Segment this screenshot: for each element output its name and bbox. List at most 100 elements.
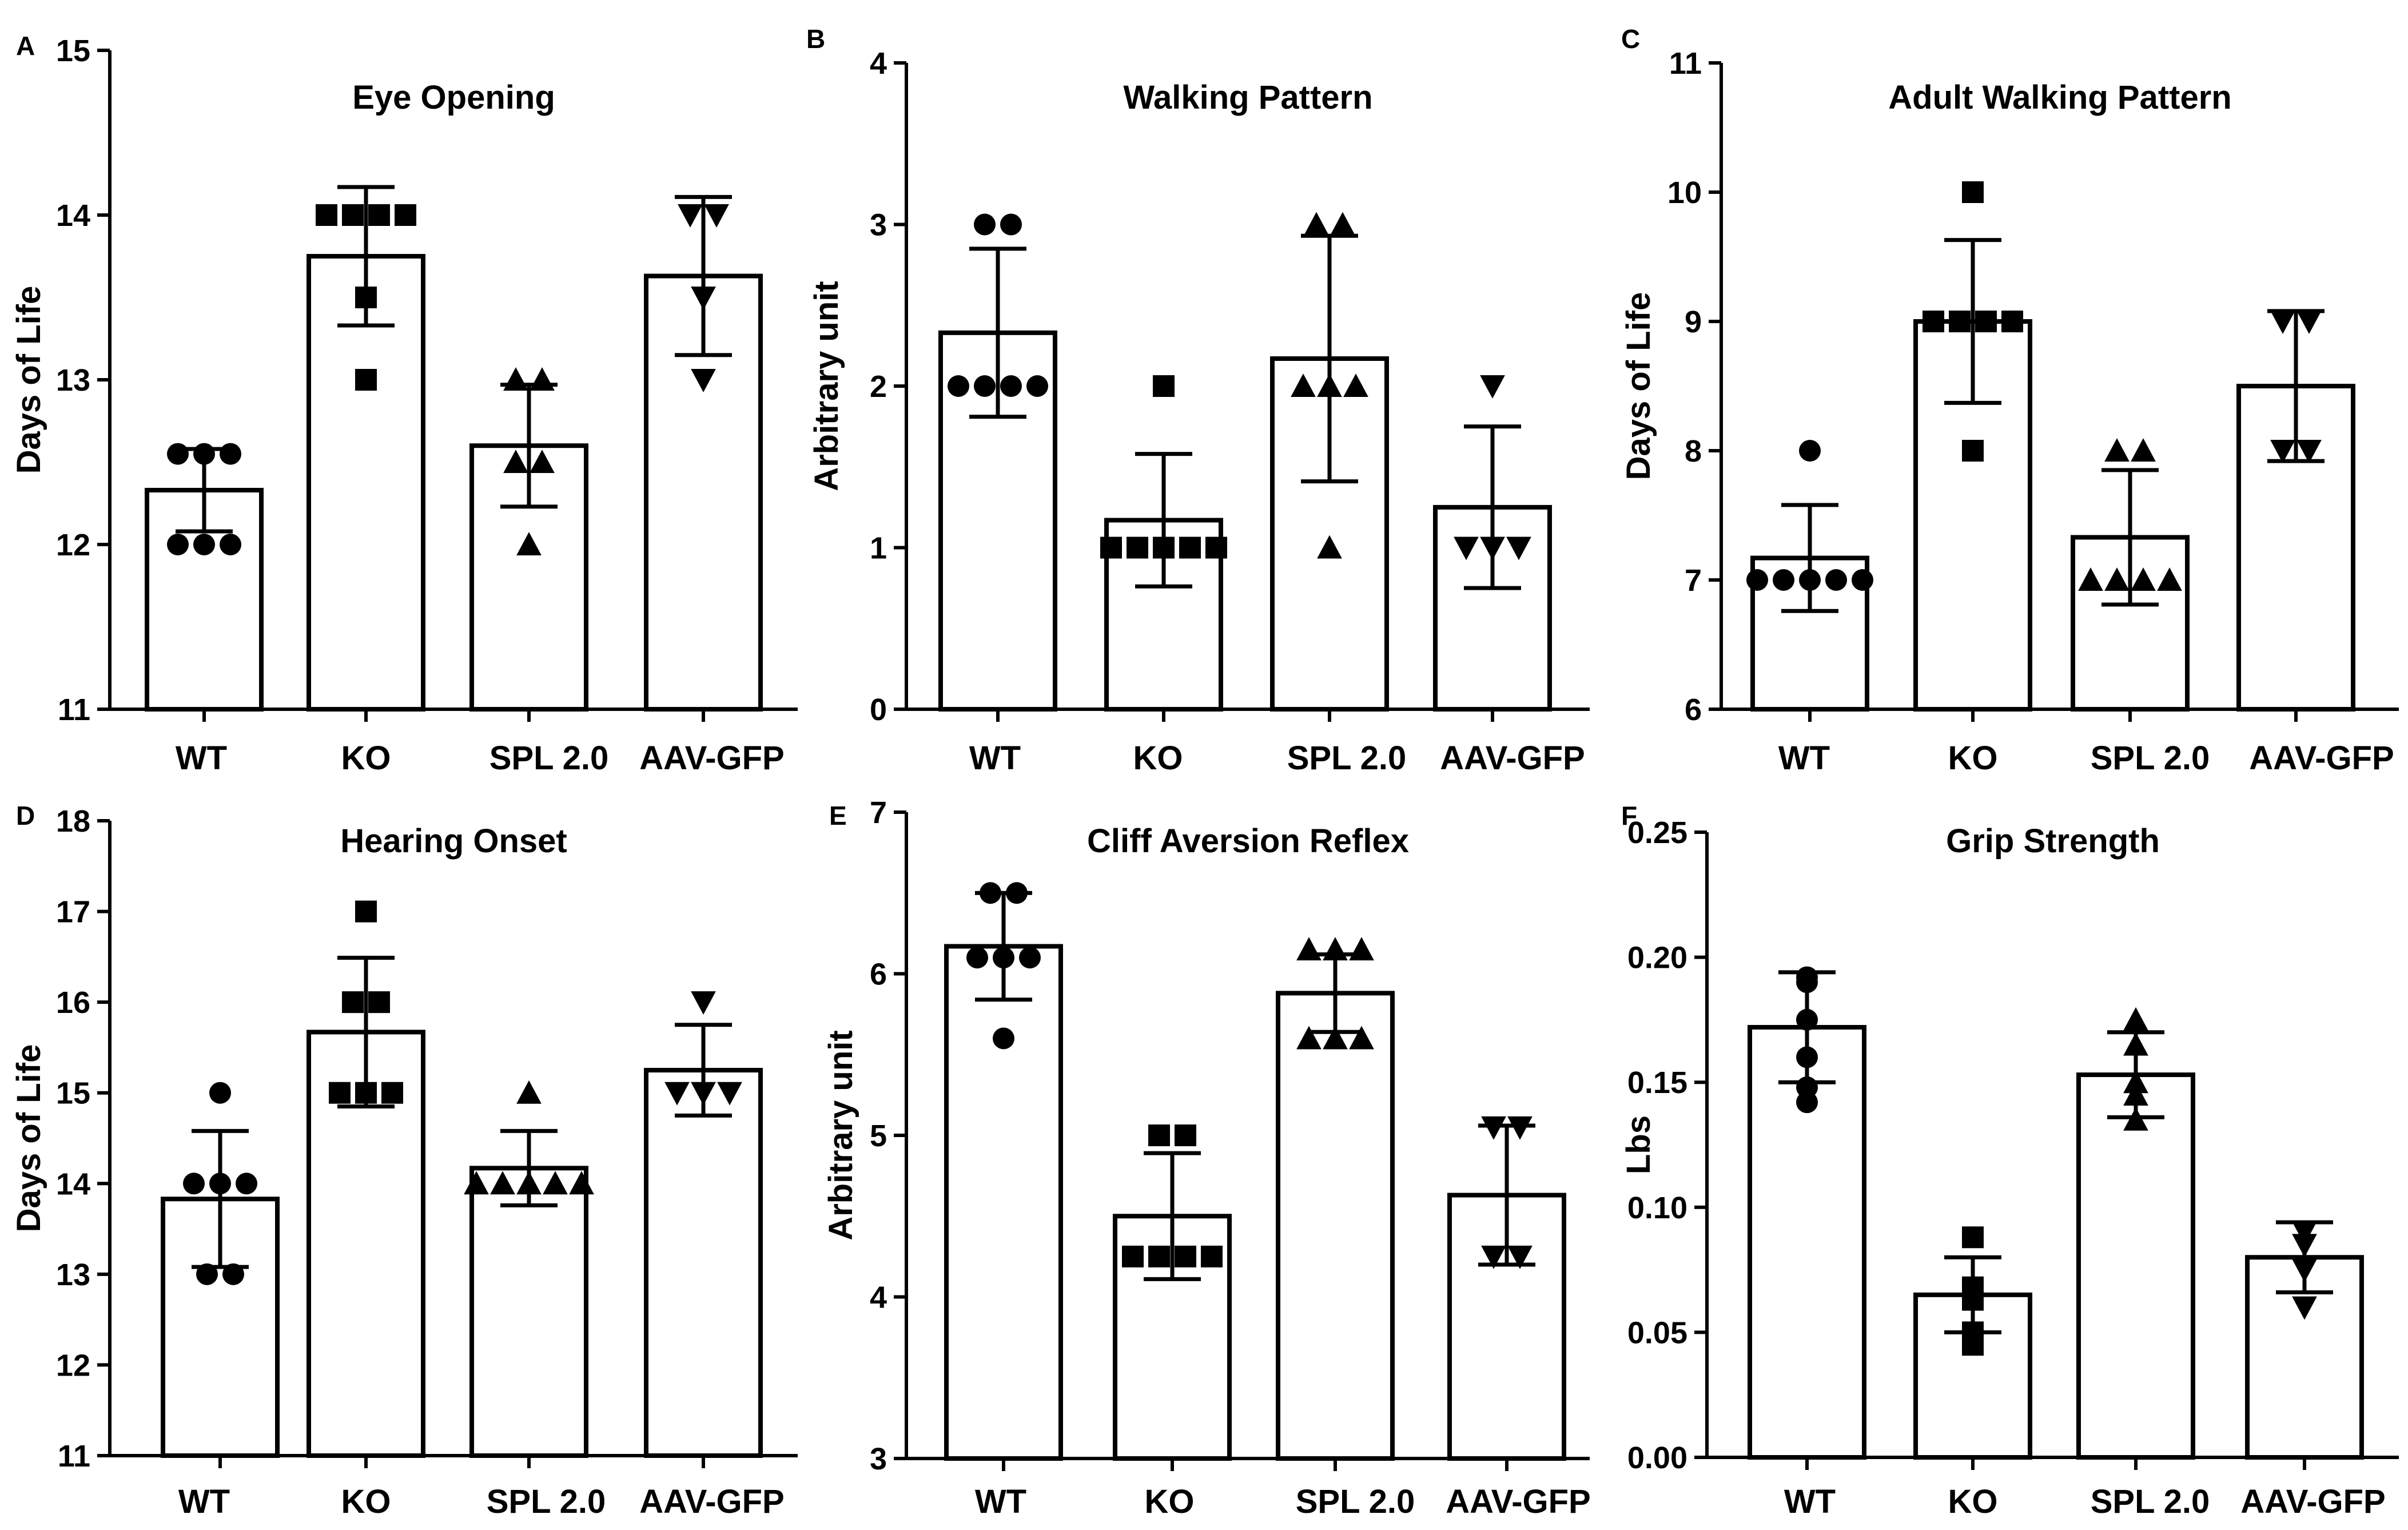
chart-title: Eye Opening xyxy=(352,79,555,116)
y-tick-label: 0.00 xyxy=(1627,1441,1687,1475)
x-tick-label: AAV-GFP xyxy=(639,1483,785,1520)
data-point xyxy=(1317,535,1342,559)
panel-b: B Walking Pattern Arbitrary unit 0 1 2 3 4 WT KO S… xyxy=(806,24,1590,777)
panel-letter: E xyxy=(829,801,847,830)
data-point xyxy=(1127,537,1148,559)
data-point xyxy=(368,204,390,226)
y-tick-label: 9 xyxy=(1685,305,1702,339)
data-point xyxy=(2123,1032,2148,1056)
panel-letter: A xyxy=(16,31,35,61)
data-point xyxy=(236,1173,257,1195)
data-point xyxy=(2296,311,2322,334)
panel-a: A Eye Opening Days of Life 11 12 13 14 15 WT KO SP… xyxy=(10,31,798,777)
data-point xyxy=(368,991,390,1014)
x-tick-label: SPL 2.0 xyxy=(487,1483,606,1520)
data-point xyxy=(196,1263,218,1285)
data-point xyxy=(490,1171,515,1195)
data-point xyxy=(1296,937,1322,961)
data-point xyxy=(1975,311,1997,332)
data-point xyxy=(464,1171,489,1195)
data-point xyxy=(2078,567,2103,591)
data-point xyxy=(1175,1124,1196,1146)
data-point xyxy=(342,204,364,226)
data-point xyxy=(1480,537,1505,561)
bar xyxy=(644,1068,763,1458)
panel-letter: F xyxy=(1621,801,1637,830)
data-point xyxy=(966,947,988,969)
y-tick-label: 10 xyxy=(1667,176,1702,210)
data-point xyxy=(167,443,189,465)
y-tick-label: 11 xyxy=(58,1439,90,1473)
x-tick-label: WT xyxy=(1784,1483,1836,1520)
data-point xyxy=(1825,569,1847,591)
data-point xyxy=(980,882,1001,904)
x-tick-label: SPL 2.0 xyxy=(2091,1483,2210,1520)
y-tick-label: 14 xyxy=(56,1167,90,1201)
data-point xyxy=(1148,1245,1170,1267)
y-tick-label: 18 xyxy=(56,804,90,838)
data-point xyxy=(1962,181,1984,203)
y-tick-label: 15 xyxy=(56,1076,90,1111)
data-point xyxy=(678,204,703,228)
data-point xyxy=(516,1080,542,1104)
data-point xyxy=(993,947,1014,969)
y-tick-label: 8 xyxy=(1685,434,1702,468)
data-point xyxy=(503,367,528,391)
data-point xyxy=(948,375,969,397)
data-point xyxy=(993,1027,1014,1050)
chart-title: Cliff Aversion Reflex xyxy=(1087,822,1409,860)
data-point xyxy=(1796,971,1818,993)
data-point xyxy=(220,443,241,465)
data-point xyxy=(1330,212,1355,236)
y-tick-label: 4 xyxy=(870,1281,887,1315)
data-point xyxy=(183,1173,205,1195)
data-point xyxy=(691,369,716,392)
panel-e: E Cliff Aversion Reflex Arbitrary unit 3 4 5 6… xyxy=(822,796,1591,1520)
data-point xyxy=(1962,1289,1984,1311)
data-point xyxy=(691,1082,716,1106)
x-tick-label: AAV-GFP xyxy=(1440,740,1585,777)
data-point xyxy=(2131,438,2156,462)
data-point xyxy=(1317,373,1342,397)
data-point xyxy=(1481,1245,1506,1269)
y-tick-label: 11 xyxy=(1669,46,1702,81)
y-tick-label: 0.10 xyxy=(1627,1191,1687,1225)
data-point xyxy=(2123,1082,2148,1106)
chart-title: Adult Walking Pattern xyxy=(1888,79,2231,116)
data-point xyxy=(2292,1221,2317,1245)
y-tick-label: 5 xyxy=(870,1119,887,1153)
data-point xyxy=(193,443,215,465)
panel-letter: C xyxy=(1621,24,1640,54)
data-point xyxy=(1343,373,1368,397)
x-tick-label: AAV-GFP xyxy=(639,740,785,777)
data-point xyxy=(2001,311,2023,332)
data-point xyxy=(209,1082,231,1104)
x-tick-label: AAV-GFP xyxy=(2240,1483,2386,1520)
data-point xyxy=(2104,567,2130,591)
data-point xyxy=(220,534,241,555)
y-axis-label: Arbitrary unit xyxy=(822,1030,859,1240)
data-point xyxy=(1179,537,1201,559)
data-point xyxy=(1323,1026,1348,1050)
y-tick-label: 11 xyxy=(58,693,90,727)
data-point xyxy=(1454,537,1479,561)
x-tick-label: KO xyxy=(341,740,391,777)
data-point xyxy=(381,1082,403,1104)
data-point xyxy=(2292,1259,2317,1282)
bar xyxy=(1276,991,1395,1461)
y-tick-label: 3 xyxy=(870,1442,887,1476)
y-tick-label: 0.05 xyxy=(1627,1316,1687,1350)
data-point xyxy=(1291,373,1316,397)
data-point xyxy=(717,1082,742,1106)
data-point xyxy=(1507,1245,1533,1269)
x-tick-label: WT xyxy=(1778,740,1830,777)
data-point xyxy=(516,532,542,555)
x-tick-label: SPL 2.0 xyxy=(2091,740,2210,777)
data-point xyxy=(1349,937,1374,961)
y-tick-label: 0.20 xyxy=(1627,941,1687,975)
data-point xyxy=(664,1082,690,1106)
data-point xyxy=(1796,1046,1818,1068)
y-tick-label: 13 xyxy=(56,1258,90,1292)
data-point xyxy=(1026,375,1048,397)
